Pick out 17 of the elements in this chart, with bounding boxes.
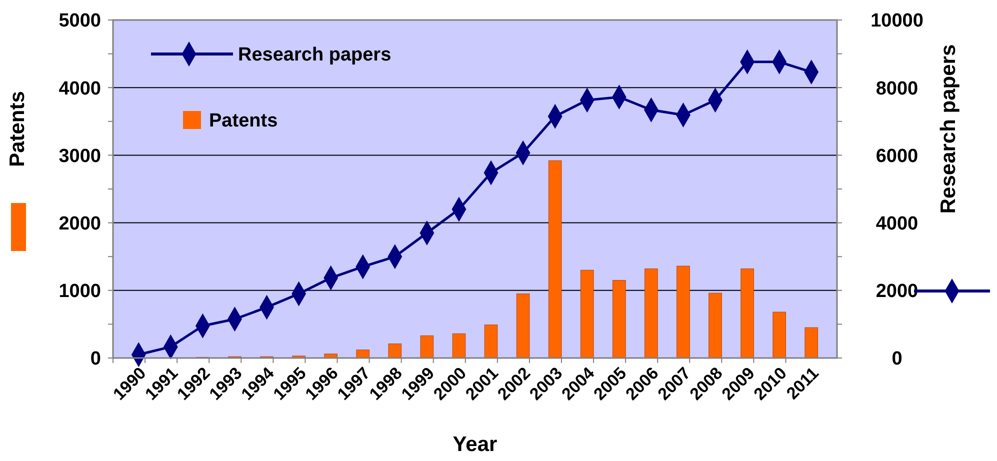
legend-label: Patents	[209, 110, 278, 132]
y-axis-title: Patents	[6, 91, 29, 167]
y2-tick-label: 4000	[876, 213, 918, 234]
legend-label: Research papers	[238, 44, 392, 66]
x-axis-title: Year	[452, 433, 498, 456]
y2-tick-label: 6000	[876, 146, 918, 167]
y2-tick-label: 0	[892, 348, 902, 370]
y-tick-label: 0	[90, 348, 101, 370]
y2-tick-label: 2000	[876, 281, 918, 302]
y-tick-label: 1000	[58, 281, 101, 302]
y-tick-label: 2000	[58, 213, 101, 234]
y-tick-label: 4000	[58, 78, 101, 100]
y-tick-label: 5000	[58, 10, 101, 32]
y2-tick-label: 10000	[870, 10, 924, 32]
y2-axis-title: Research papers	[937, 44, 960, 214]
y-tick-label: 3000	[58, 146, 101, 167]
y2-tick-label: 8000	[876, 78, 918, 100]
